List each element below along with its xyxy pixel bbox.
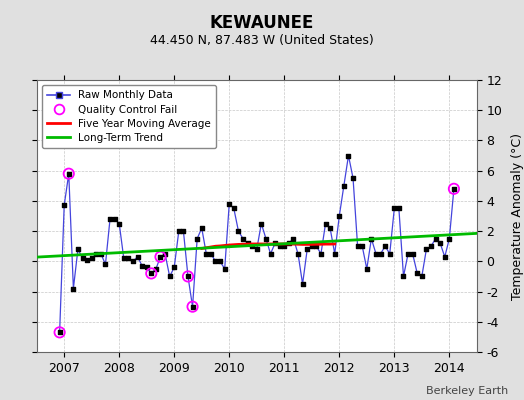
Point	[390, 205, 398, 212]
Point	[335, 213, 343, 219]
Point	[216, 258, 224, 264]
Point	[56, 329, 64, 336]
Point	[266, 250, 275, 257]
Point	[257, 220, 266, 227]
Text: 44.450 N, 87.483 W (United States): 44.450 N, 87.483 W (United States)	[150, 34, 374, 47]
Point	[294, 250, 302, 257]
Point	[111, 216, 119, 222]
Point	[88, 255, 96, 262]
Point	[161, 250, 169, 257]
Point	[97, 250, 105, 257]
Point	[211, 258, 220, 264]
Point	[285, 240, 293, 246]
Point	[156, 254, 165, 260]
Point	[184, 273, 192, 280]
Point	[133, 254, 141, 260]
Point	[147, 270, 156, 277]
Point	[349, 175, 357, 182]
Point	[326, 225, 334, 231]
Point	[179, 228, 188, 234]
Point	[78, 255, 86, 262]
Point	[344, 152, 353, 159]
Point	[184, 273, 192, 280]
Point	[106, 216, 114, 222]
Point	[450, 186, 458, 192]
Point	[230, 205, 238, 212]
Point	[431, 236, 440, 242]
Point	[358, 243, 366, 250]
Point	[381, 243, 389, 250]
Point	[450, 186, 458, 192]
Point	[188, 304, 196, 310]
Point	[312, 243, 321, 250]
Point	[156, 254, 165, 260]
Point	[271, 240, 279, 246]
Point	[56, 329, 64, 336]
Point	[83, 257, 91, 263]
Legend: Raw Monthly Data, Quality Control Fail, Five Year Moving Average, Long-Term Tren: Raw Monthly Data, Quality Control Fail, …	[42, 85, 216, 148]
Point	[138, 263, 146, 269]
Point	[221, 266, 229, 272]
Point	[353, 243, 362, 250]
Point	[234, 228, 243, 234]
Point	[308, 243, 316, 250]
Point	[166, 273, 174, 280]
Point	[280, 243, 288, 250]
Point	[321, 220, 330, 227]
Point	[422, 246, 431, 252]
Point	[413, 270, 421, 277]
Point	[92, 250, 101, 257]
Point	[147, 270, 156, 277]
Point	[427, 243, 435, 250]
Point	[367, 236, 376, 242]
Point	[239, 236, 247, 242]
Point	[174, 228, 183, 234]
Text: KEWAUNEE: KEWAUNEE	[210, 14, 314, 32]
Point	[376, 250, 385, 257]
Point	[188, 304, 196, 310]
Point	[262, 236, 270, 242]
Point	[207, 250, 215, 257]
Point	[64, 170, 73, 177]
Point	[170, 264, 178, 270]
Text: Berkeley Earth: Berkeley Earth	[426, 386, 508, 396]
Point	[289, 236, 298, 242]
Point	[69, 285, 78, 292]
Point	[243, 240, 252, 246]
Point	[395, 205, 403, 212]
Point	[253, 246, 261, 252]
Point	[363, 266, 371, 272]
Point	[119, 255, 128, 262]
Point	[152, 266, 160, 272]
Point	[418, 273, 426, 280]
Point	[445, 236, 454, 242]
Point	[198, 225, 206, 231]
Point	[74, 246, 82, 252]
Point	[298, 281, 307, 287]
Point	[129, 258, 137, 264]
Point	[317, 250, 325, 257]
Point	[143, 264, 151, 270]
Point	[408, 250, 417, 257]
Point	[124, 255, 133, 262]
Point	[193, 236, 201, 242]
Point	[276, 243, 284, 250]
Point	[60, 202, 68, 209]
Point	[248, 243, 256, 250]
Point	[202, 250, 211, 257]
Point	[404, 250, 412, 257]
Point	[340, 182, 348, 189]
Point	[303, 246, 311, 252]
Point	[101, 261, 110, 268]
Point	[441, 254, 449, 260]
Y-axis label: Temperature Anomaly (°C): Temperature Anomaly (°C)	[511, 132, 524, 300]
Point	[436, 240, 444, 246]
Point	[64, 170, 73, 177]
Point	[225, 201, 234, 207]
Point	[386, 250, 394, 257]
Point	[115, 220, 123, 227]
Point	[331, 250, 339, 257]
Point	[372, 250, 380, 257]
Point	[399, 273, 408, 280]
